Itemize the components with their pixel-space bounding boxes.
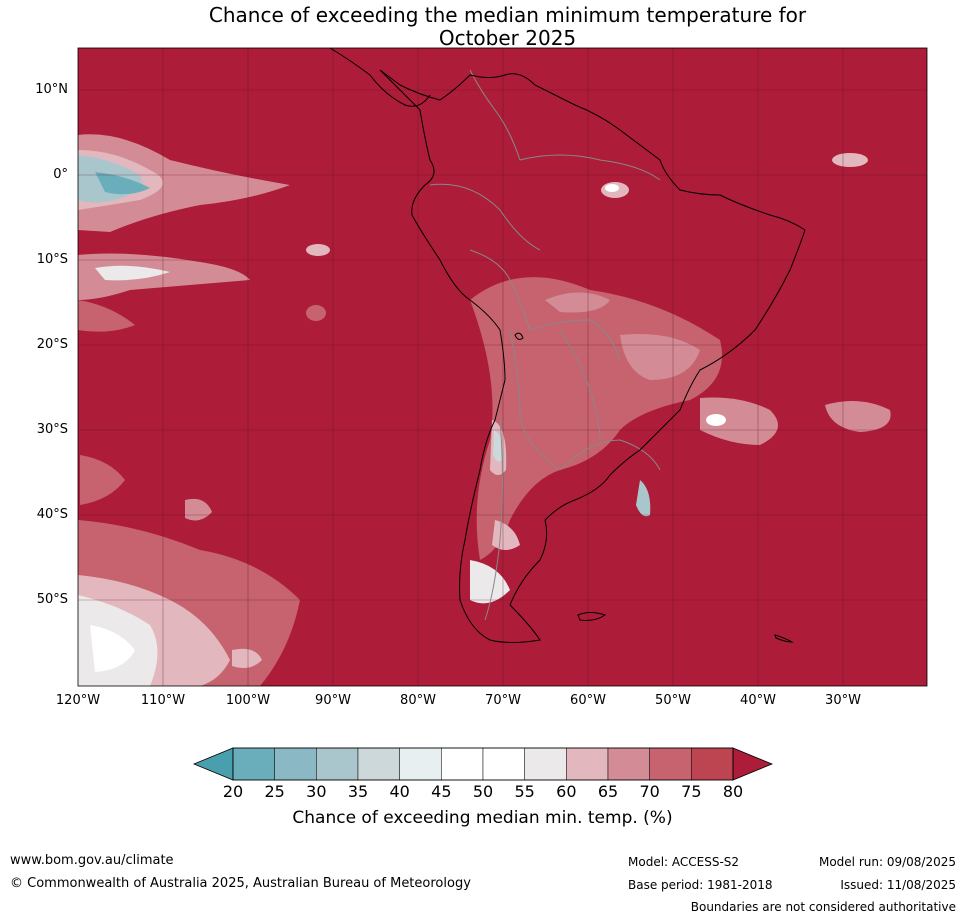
pacific-10s-patch bbox=[78, 253, 250, 300]
lat-label-40s: 40°S bbox=[36, 507, 68, 522]
lat-label-50s: 50°S bbox=[36, 592, 68, 607]
colorbar-tick-label: 30 bbox=[306, 782, 327, 801]
falklands-coastline bbox=[577, 612, 607, 621]
colorbar-cell bbox=[607, 747, 650, 781]
colorbar-tick-label: 75 bbox=[681, 782, 702, 801]
colorbar-cell bbox=[357, 747, 400, 781]
pacific-equatorial-patch bbox=[78, 134, 290, 232]
colorbar-over-arrow bbox=[732, 747, 774, 781]
colorbar-tick-label: 40 bbox=[389, 782, 410, 801]
lat-label-0: 0° bbox=[53, 167, 68, 182]
map-title-line-2: October 2025 bbox=[438, 26, 577, 50]
country-borders bbox=[429, 69, 661, 621]
coastlines bbox=[329, 47, 806, 643]
colorbar-tick-label: 65 bbox=[597, 782, 619, 801]
colorbar-cell bbox=[232, 747, 275, 781]
colorbar-tick-label: 55 bbox=[514, 782, 535, 801]
colorbar-cell bbox=[649, 747, 692, 781]
south-georgia-coastline bbox=[774, 634, 794, 643]
colorbar-tick-label: 25 bbox=[264, 782, 285, 801]
copyright-text: © Commonwealth of Australia 2025, Austra… bbox=[10, 876, 471, 891]
probability-patches bbox=[78, 134, 891, 686]
central-america-coastline bbox=[329, 47, 431, 107]
colorbar-cells bbox=[232, 747, 734, 781]
colorbar-cell bbox=[691, 747, 734, 781]
lat-label-10n: 10°N bbox=[35, 82, 68, 97]
south-america-coastline bbox=[379, 69, 806, 643]
map-panel bbox=[77, 47, 928, 687]
colorbar-tick-label: 20 bbox=[222, 782, 244, 801]
colorbar-tick-label: 70 bbox=[639, 782, 660, 801]
colorbar-tick-label: 60 bbox=[556, 782, 577, 801]
lon-label-110w: 110°W bbox=[140, 693, 186, 708]
colorbar-cell bbox=[566, 747, 609, 781]
lat-label-30s: 30°S bbox=[36, 422, 68, 437]
lat-label-10s: 10°S bbox=[36, 252, 68, 267]
colorbar-cell bbox=[482, 747, 525, 781]
colorbar-cell bbox=[274, 747, 317, 781]
lon-label-70w: 70°W bbox=[485, 693, 521, 708]
colorbar-caption: Chance of exceeding median min. temp. (%… bbox=[292, 808, 673, 828]
lon-label-30w: 30°W bbox=[825, 693, 861, 708]
colorbar-cell bbox=[441, 747, 484, 781]
disclaimer-text: Boundaries are not considered authoritat… bbox=[690, 900, 956, 914]
map-title-line-1: Chance of exceeding the median minimum t… bbox=[208, 3, 807, 27]
lon-label-80w: 80°W bbox=[400, 693, 436, 708]
atlantic-30s-patch bbox=[700, 397, 778, 445]
lake-titicaca bbox=[514, 332, 524, 340]
colorbar-cell bbox=[316, 747, 359, 781]
model-run-text: Model run: 09/08/2025 bbox=[818, 855, 956, 869]
colorbar-cell bbox=[399, 747, 442, 781]
lon-label-100w: 100°W bbox=[225, 693, 271, 708]
map-frame bbox=[77, 47, 928, 687]
lon-label-120w: 120°W bbox=[55, 693, 101, 708]
lon-label-60w: 60°W bbox=[570, 693, 606, 708]
map-title: Chance of exceeding the median minimum t… bbox=[0, 4, 965, 50]
graticule bbox=[78, 48, 927, 686]
lon-label-90w: 90°W bbox=[315, 693, 351, 708]
colorbar-tick-label: 80 bbox=[722, 782, 744, 801]
lon-label-50w: 50°W bbox=[655, 693, 691, 708]
colorbar-frame bbox=[232, 747, 734, 781]
lon-label-40w: 40°W bbox=[740, 693, 776, 708]
colorbar-tick-label: 45 bbox=[431, 782, 452, 801]
lat-label-20s: 20°S bbox=[36, 337, 68, 352]
colorbar-tick-label: 35 bbox=[347, 782, 369, 801]
colorbar-cell bbox=[524, 747, 567, 781]
colorbar bbox=[192, 747, 774, 781]
base-period-text: Base period: 1981-2018 bbox=[628, 878, 773, 892]
colorbar-under-arrow bbox=[192, 747, 234, 781]
issued-text: Issued: 11/08/2025 bbox=[840, 878, 956, 892]
website-text: www.bom.gov.au/climate bbox=[10, 853, 174, 868]
model-text: Model: ACCESS-S2 bbox=[628, 855, 740, 869]
colorbar-tick-label: 50 bbox=[472, 782, 494, 801]
